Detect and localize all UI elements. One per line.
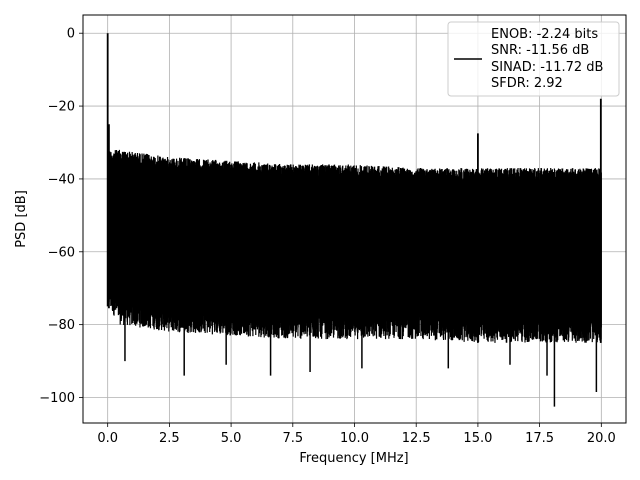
y-tick-label: −60: [48, 245, 75, 260]
x-tick-label: 10.0: [340, 431, 369, 446]
y-tick-label: −100: [39, 391, 75, 406]
legend-box: [447, 21, 620, 97]
y-tick-label: 0: [67, 27, 75, 42]
legend-entry-line-3: SINAD: -11.72 dB: [491, 60, 603, 75]
x-tick-label: 5.0: [221, 431, 242, 446]
x-tick-label: 20.0: [587, 431, 616, 446]
x-axis-label: Frequency [MHz]: [299, 451, 408, 466]
legend: ENOB: -2.24 bits SNR: -11.56 dB SINAD: -…: [447, 21, 620, 97]
x-tick-label: 7.5: [282, 431, 303, 446]
ticks: 0.0 2.5 5.0 7.5 10.0 12.5 15.0 17.5 20.0 0 −20 −40 −…: [39, 27, 616, 446]
x-tick-label: 12.5: [402, 431, 431, 446]
x-tick-label: 2.5: [159, 431, 180, 446]
x-tick-label: 0.0: [97, 431, 118, 446]
legend-entry-line-4: SFDR: 2.92: [491, 76, 563, 91]
y-tick-label: −80: [48, 318, 75, 333]
y-axis-label: PSD [dB]: [14, 190, 29, 248]
y-tick-label: −20: [48, 100, 75, 115]
psd-noise-trace: [107, 149, 602, 343]
y-tick-label: −40: [48, 172, 75, 187]
legend-entry-line-2: SNR: -11.56 dB: [491, 43, 589, 58]
x-tick-label: 15.0: [463, 431, 492, 446]
x-tick-label: 17.5: [525, 431, 554, 446]
plot-area: [106, 33, 602, 407]
legend-entry-line-1: ENOB: -2.24 bits: [491, 27, 598, 42]
